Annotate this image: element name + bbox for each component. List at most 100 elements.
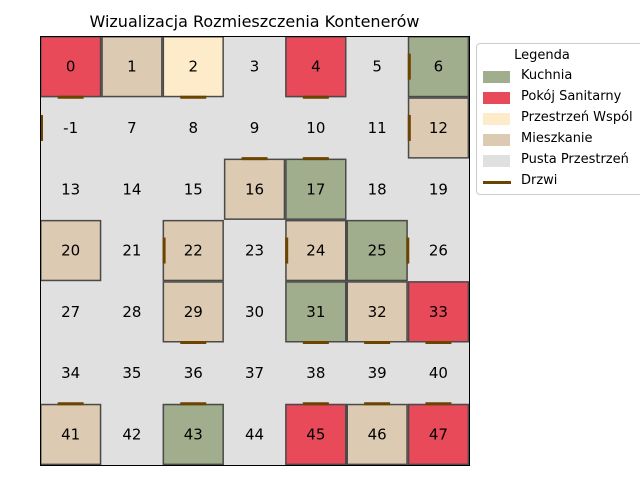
cell-2 <box>162 36 225 98</box>
cell-label-0: 0 <box>66 58 76 76</box>
cell-40 <box>407 342 470 405</box>
cell-45 <box>285 403 347 466</box>
cell-label-18: 18 <box>368 180 387 198</box>
cell-27 <box>40 281 102 343</box>
cell-label-11: 11 <box>368 119 387 137</box>
cell-label-24: 24 <box>306 242 325 260</box>
cell-label-47: 47 <box>429 425 448 443</box>
cell-31 <box>285 281 347 343</box>
cell-7 <box>101 97 164 160</box>
cell-42 <box>101 403 164 466</box>
legend-label: Pusta Przestrzeń <box>521 152 629 167</box>
cell-label-34: 34 <box>61 364 80 382</box>
cell-34 <box>40 342 102 405</box>
cell-1 <box>101 36 164 98</box>
legend-label: Przestrzeń Wspól <box>521 110 633 125</box>
cell-36 <box>162 342 225 405</box>
cell-15 <box>162 158 225 221</box>
cell-label-36: 36 <box>184 364 203 382</box>
cell-label-41: 41 <box>61 425 80 443</box>
legend-line-swatch <box>483 181 511 184</box>
cell-label-7: 7 <box>127 119 137 137</box>
cell-label-15: 15 <box>184 180 203 198</box>
cell-label-5: 5 <box>372 58 382 76</box>
cell-38 <box>285 342 347 405</box>
cell-label-4: 4 <box>311 58 321 76</box>
cell-label-6: 6 <box>434 58 444 76</box>
cell-label-30: 30 <box>245 303 264 321</box>
cell-41 <box>40 403 102 466</box>
cell-label-22: 22 <box>184 242 203 260</box>
cell-label-1: 1 <box>127 58 137 76</box>
cell-9 <box>223 97 286 160</box>
cell-label-10: 10 <box>306 119 325 137</box>
cell-label-19: 19 <box>429 180 448 198</box>
cell-label-44: 44 <box>245 425 264 443</box>
cell-17 <box>285 158 347 221</box>
legend-label: Drzwi <box>521 173 558 188</box>
legend-item: Kuchnia <box>477 67 640 87</box>
cell-label-33: 33 <box>429 303 448 321</box>
cell-label-26: 26 <box>429 242 448 260</box>
legend-swatch <box>483 155 510 167</box>
cell-43 <box>162 403 225 466</box>
cell-label-12: 12 <box>429 119 448 137</box>
legend-item: Drzwi <box>477 172 640 192</box>
cell-29 <box>162 281 225 343</box>
legend-item: Pokój Sanitarny <box>477 88 640 108</box>
cell-6 <box>407 36 470 98</box>
cell-label-29: 29 <box>184 303 203 321</box>
cell-11 <box>346 97 409 160</box>
cell-label-38: 38 <box>306 364 325 382</box>
cell-10 <box>285 97 347 160</box>
legend-item: Pusta Przestrzeń <box>477 151 640 171</box>
legend-swatch <box>483 113 510 125</box>
cell-47 <box>407 403 470 466</box>
cell-label-21: 21 <box>122 242 141 260</box>
cell--1 <box>40 97 102 160</box>
cell-35 <box>101 342 164 405</box>
legend-item: Przestrzeń Wspól <box>477 109 640 129</box>
cell-24 <box>285 219 347 282</box>
cell-label-28: 28 <box>122 303 141 321</box>
legend-label: Pokój Sanitarny <box>521 89 622 104</box>
cell-5 <box>346 36 409 98</box>
legend-title: Legenda <box>514 48 570 63</box>
cell-46 <box>346 403 409 466</box>
cell-label-2: 2 <box>188 58 198 76</box>
cell-label-27: 27 <box>61 303 80 321</box>
cell-label-35: 35 <box>122 364 141 382</box>
cell-label-32: 32 <box>368 303 387 321</box>
cell-label-25: 25 <box>368 242 387 260</box>
cell-label-40: 40 <box>429 364 448 382</box>
cell-25 <box>346 219 409 282</box>
cell-22 <box>162 219 225 282</box>
cell-label-46: 46 <box>368 425 387 443</box>
cell-18 <box>346 158 409 221</box>
cell-label-37: 37 <box>245 364 264 382</box>
cell-19 <box>407 158 470 221</box>
cell-4 <box>285 36 347 98</box>
cell-20 <box>40 219 102 282</box>
cell-label-3: 3 <box>250 58 260 76</box>
cell-label-20: 20 <box>61 242 80 260</box>
cell-26 <box>407 219 470 282</box>
cell-label-45: 45 <box>306 425 325 443</box>
cell-8 <box>162 97 225 160</box>
cell-label--1: -1 <box>63 119 78 137</box>
cell-32 <box>346 281 409 343</box>
cell-14 <box>101 158 164 221</box>
cell-13 <box>40 158 102 221</box>
legend: Legenda Kuchnia Pokój Sanitarny Przestrzeń… <box>476 43 640 195</box>
cell-39 <box>346 342 409 405</box>
cell-33 <box>407 281 470 343</box>
legend-swatch <box>483 134 510 146</box>
cell-label-13: 13 <box>61 180 80 198</box>
legend-swatch <box>483 71 510 83</box>
plot-frame <box>40 36 470 466</box>
cell-44 <box>223 403 286 466</box>
cell-label-17: 17 <box>306 180 325 198</box>
cell-label-8: 8 <box>188 119 198 137</box>
cell-37 <box>223 342 286 405</box>
